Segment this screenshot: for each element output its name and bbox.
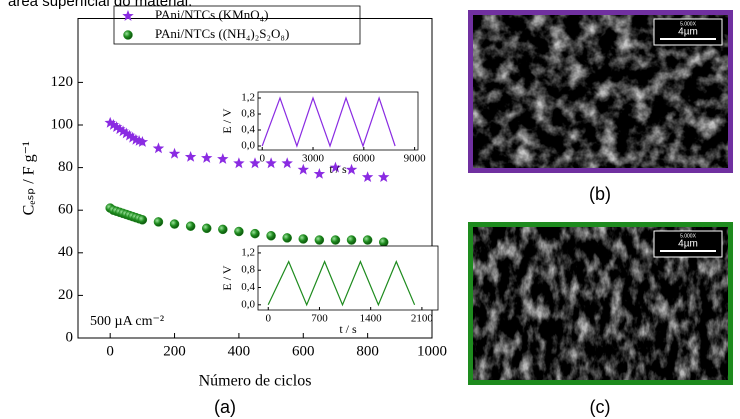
data-point bbox=[234, 226, 244, 237]
y-tick-label: 20 bbox=[58, 287, 73, 303]
data-point bbox=[378, 171, 390, 182]
y-tick-label: 0,8 bbox=[241, 264, 255, 276]
data-point bbox=[313, 168, 326, 179]
data-point bbox=[217, 153, 229, 164]
data-point bbox=[362, 235, 373, 245]
chart: 0 200 400 600 800 1000 0 20 40 60 80 100 120 Número d… bbox=[21, 5, 447, 390]
data-point bbox=[218, 224, 228, 235]
x-tick-label: 0 bbox=[265, 313, 271, 325]
y-tick-label: 0 bbox=[66, 329, 74, 345]
data-point bbox=[152, 142, 165, 154]
y-axis-label: E / V bbox=[220, 108, 234, 133]
x-axis-label: t / s bbox=[329, 162, 347, 176]
data-point bbox=[184, 151, 197, 162]
y-tick-label: 0,0 bbox=[241, 140, 255, 152]
data-point bbox=[345, 163, 358, 175]
data-point bbox=[110, 121, 123, 132]
data-point bbox=[233, 157, 245, 169]
y-tick-label: 0,0 bbox=[241, 298, 255, 310]
x-tick-label: 3000 bbox=[302, 153, 325, 165]
data-point bbox=[330, 235, 341, 245]
x-tick-label: 1000 bbox=[417, 343, 447, 359]
x-tick-label: 9000 bbox=[404, 153, 427, 165]
data-point bbox=[281, 157, 293, 169]
data-point bbox=[378, 237, 389, 247]
y-tick-label: 60 bbox=[58, 202, 73, 218]
data-point bbox=[117, 125, 129, 137]
caption: área superficial do material. bbox=[8, 0, 192, 10]
annotation: 500 µA cm⁻² bbox=[90, 314, 164, 329]
sem-image-b: 5.000X 4µm bbox=[468, 10, 733, 173]
legend-box bbox=[113, 5, 361, 45]
data-point bbox=[136, 136, 149, 147]
panel-label: (b) bbox=[589, 184, 611, 204]
data-point bbox=[123, 30, 133, 40]
plot-frame bbox=[77, 18, 433, 339]
data-point bbox=[120, 127, 132, 139]
y-tick-label: 1,2 bbox=[241, 92, 255, 104]
legend-label: PAni/NTCs (KMnO₄) bbox=[155, 7, 268, 22]
data-point bbox=[314, 235, 325, 245]
data-point bbox=[201, 152, 213, 163]
data-point bbox=[249, 157, 261, 169]
y-tick-label: 80 bbox=[58, 159, 73, 175]
inset-line bbox=[261, 96, 396, 148]
data-point bbox=[298, 234, 309, 244]
magnification: 5.000X bbox=[680, 233, 697, 239]
x-tick-label: 6000 bbox=[353, 153, 376, 165]
x-tick-label: 200 bbox=[163, 343, 186, 359]
panel-label: (c) bbox=[590, 397, 611, 417]
data-point bbox=[346, 235, 357, 245]
y-axis-label: Cₑₛₚ / F g⁻¹ bbox=[21, 141, 38, 215]
x-tick-label: 0 bbox=[259, 153, 265, 165]
legend-label: PAni/NTCs ((NH₄)₂S₂O₈) bbox=[155, 26, 289, 41]
data-point bbox=[127, 131, 139, 143]
x-tick-label: 700 bbox=[311, 313, 328, 325]
data-point bbox=[185, 221, 196, 231]
y-tick-label: 40 bbox=[58, 244, 73, 260]
data-point bbox=[361, 171, 374, 182]
data-point bbox=[123, 129, 136, 141]
y-axis-label: E / V bbox=[220, 265, 234, 290]
scale-label: 4µm bbox=[678, 239, 698, 250]
y-tick-label: 100 bbox=[51, 116, 74, 132]
data-point bbox=[169, 219, 180, 229]
data-point bbox=[137, 215, 148, 225]
y-tick-label: 0,4 bbox=[241, 124, 255, 136]
y-tick-label: 120 bbox=[51, 74, 74, 90]
data-point bbox=[122, 10, 134, 21]
data-point bbox=[107, 119, 120, 130]
data-point bbox=[201, 223, 212, 234]
scale-label: 4µm bbox=[678, 27, 698, 38]
inset-frame bbox=[257, 245, 439, 311]
data-point bbox=[297, 163, 309, 175]
x-tick-label: 1400 bbox=[360, 313, 383, 325]
y-tick-label: 0,4 bbox=[241, 281, 255, 293]
x-tick-label: 400 bbox=[228, 343, 251, 359]
data-point bbox=[265, 157, 277, 169]
data-point bbox=[282, 233, 292, 243]
magnification: 5.000X bbox=[680, 21, 697, 27]
inset-line bbox=[267, 260, 416, 307]
sem-image-c: 5.000X 4µm bbox=[468, 222, 733, 385]
data-point bbox=[329, 161, 342, 173]
panel-label: (a) bbox=[214, 397, 236, 417]
data-point bbox=[168, 147, 181, 159]
x-tick-label: 600 bbox=[292, 343, 315, 359]
data-point bbox=[250, 228, 260, 239]
data-point bbox=[104, 116, 116, 128]
x-axis-label: Número de ciclos bbox=[199, 373, 312, 390]
data-point bbox=[153, 217, 164, 227]
x-axis-label: t / s bbox=[339, 322, 357, 336]
y-tick-label: 0,8 bbox=[241, 108, 255, 120]
x-tick-label: 0 bbox=[106, 343, 114, 359]
x-tick-label: 2100 bbox=[411, 313, 434, 325]
y-tick-label: 1,2 bbox=[241, 246, 255, 258]
x-tick-label: 800 bbox=[356, 343, 379, 359]
data-point bbox=[266, 231, 276, 241]
data-point bbox=[114, 123, 126, 135]
